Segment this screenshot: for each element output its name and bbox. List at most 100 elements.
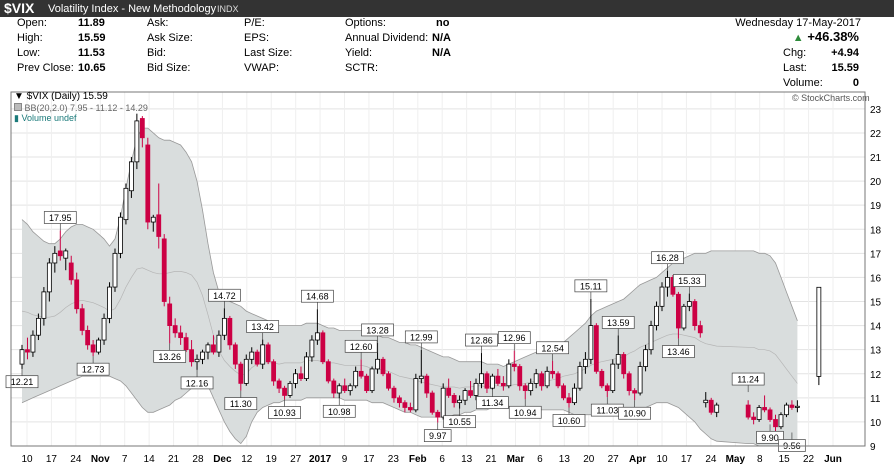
candle <box>74 272 80 314</box>
candle-body <box>205 344 211 353</box>
candle <box>260 339 266 369</box>
candle <box>271 359 277 386</box>
candle-body <box>249 351 255 360</box>
candle-body <box>621 354 627 375</box>
candle <box>773 414 778 433</box>
annotation-label: 10.93 <box>273 408 296 418</box>
bollinger-upper <box>21 127 798 367</box>
candle-body <box>298 373 304 379</box>
candle <box>19 344 25 369</box>
price-annotation: 14.68 <box>301 289 334 310</box>
annotation-label: 12.16 <box>186 378 209 388</box>
candle <box>309 335 315 362</box>
candle <box>413 373 419 413</box>
options-label: Options: <box>345 17 386 29</box>
candle-body <box>123 187 129 221</box>
x-tick-label: 19 <box>266 454 278 465</box>
y-axis: 9 10 11 12 13 14 15 16 17 18 19 20 21 22 23 <box>870 105 882 453</box>
candle-body <box>271 361 277 382</box>
candle <box>429 390 435 415</box>
annual-dividend-label: Annual Dividend: <box>345 32 429 44</box>
ask-size-label: Ask Size: <box>147 32 193 44</box>
x-tick-label: 23 <box>388 454 400 465</box>
x-tick-label: 10 <box>21 454 33 465</box>
candle-body <box>588 325 594 360</box>
candle-body <box>287 382 293 396</box>
candle <box>778 412 784 430</box>
x-tick-label: 28 <box>192 454 204 465</box>
price-annotation: 14.72 <box>208 288 241 309</box>
annual-dividend-value: N/A <box>432 32 451 44</box>
price-annotation: 12.96 <box>497 331 531 351</box>
annotation-label: 9.90 <box>761 433 779 443</box>
candle-body <box>216 334 222 353</box>
candle-body <box>506 363 512 387</box>
candle-body <box>358 370 364 377</box>
vwap-label: VWAP: <box>244 62 280 74</box>
candle <box>276 378 282 394</box>
candle <box>703 392 709 408</box>
candle-body <box>632 390 638 394</box>
candle-body <box>440 387 446 418</box>
candle <box>52 246 58 273</box>
candle <box>517 364 523 391</box>
bid-label: Bid: <box>147 47 166 59</box>
candle-body <box>745 404 751 418</box>
candle-body <box>331 380 337 394</box>
candle-body <box>756 407 762 420</box>
candle-body <box>648 325 654 351</box>
candle <box>397 395 402 408</box>
low-label: Low: <box>17 47 41 59</box>
annotation-box <box>574 279 608 293</box>
x-tick-label: 20 <box>583 454 595 465</box>
x-tick-label: May <box>726 454 746 465</box>
x-tick-label: 21 <box>485 454 497 465</box>
candle <box>794 400 800 413</box>
candle-body <box>41 291 47 319</box>
candle <box>107 282 112 324</box>
candle-body <box>626 373 632 392</box>
candle-body <box>654 305 659 326</box>
candle <box>134 113 140 170</box>
x-tick-label: 2017 <box>309 454 332 465</box>
candle <box>402 400 408 413</box>
annotation-label: 12.60 <box>350 342 373 352</box>
annotation-label: 13.26 <box>158 352 181 362</box>
candle-body <box>391 387 397 399</box>
candle <box>79 303 85 336</box>
annotation-label: 13.42 <box>251 322 274 332</box>
x-tick-label: 6 <box>439 454 445 465</box>
candle-body <box>767 409 773 420</box>
candle <box>41 287 47 326</box>
candle-body <box>495 375 501 384</box>
price-chart: 12.21 17.95 12.73 13.26 12.16 14.72 11.30 13.42… <box>5 91 882 465</box>
volume-value: 0 <box>852 77 859 89</box>
candle-body <box>101 317 107 341</box>
x-tick-label: 12 <box>241 454 253 465</box>
y-tick-label: 11 <box>870 394 881 405</box>
candle <box>665 270 670 297</box>
annotation-label: 11.34 <box>481 398 503 408</box>
legend-volume: ▮ Volume undef <box>14 113 77 124</box>
volume-label: Volume: <box>783 77 823 89</box>
candle-body <box>500 382 506 387</box>
candle-body <box>128 161 134 192</box>
candle <box>287 380 293 398</box>
candle <box>610 359 616 394</box>
candle <box>544 366 550 389</box>
candle-body <box>468 390 473 396</box>
candle-body <box>703 399 709 404</box>
candle-body <box>593 325 599 372</box>
candle-body <box>692 301 698 326</box>
last-value: 15.59 <box>831 62 859 74</box>
candle <box>90 340 96 357</box>
price-annotation: 9.97 <box>423 422 452 442</box>
annotation-label: 13.28 <box>366 325 389 335</box>
candle-body <box>221 317 227 336</box>
candle <box>511 350 517 372</box>
candle-body <box>90 344 96 353</box>
candle <box>161 234 167 307</box>
x-tick-label: 6 <box>537 454 543 465</box>
candle <box>375 342 380 374</box>
candle <box>123 183 129 225</box>
